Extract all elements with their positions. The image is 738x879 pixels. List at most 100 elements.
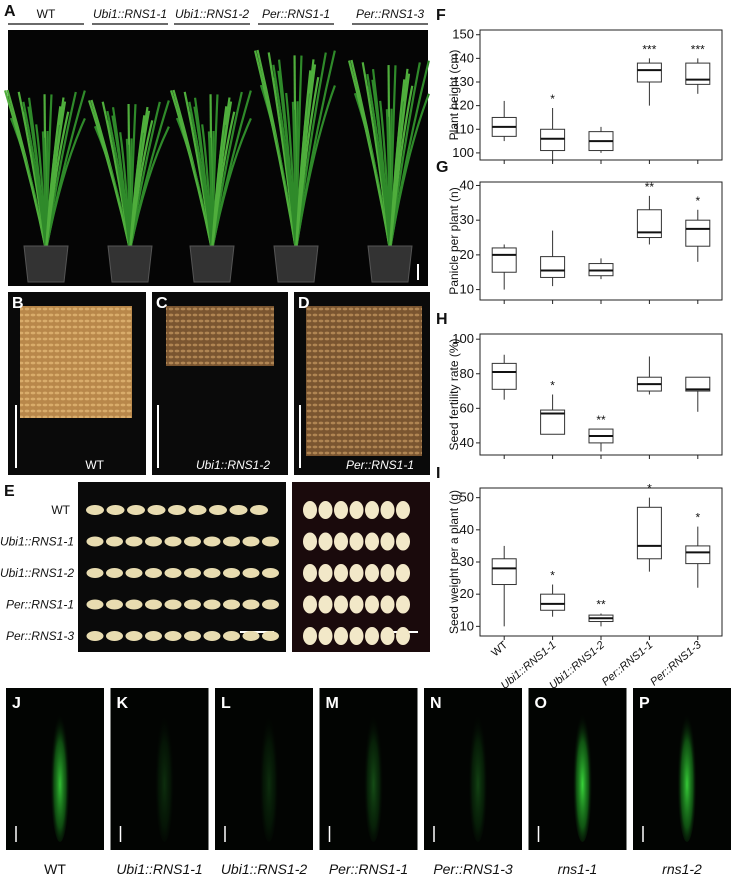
root-glow	[572, 698, 593, 842]
row-label: Per::RNS1-1	[6, 598, 74, 612]
leaf	[44, 117, 86, 251]
grain	[184, 599, 201, 610]
grain	[396, 532, 410, 551]
panel-label: B	[12, 295, 24, 312]
panel-label: I	[436, 465, 440, 482]
grain	[334, 501, 348, 519]
grain	[164, 631, 182, 641]
grain	[380, 532, 395, 551]
grain	[209, 505, 227, 515]
grain	[147, 505, 166, 515]
y-tick-label: 60	[460, 400, 474, 415]
grain	[106, 536, 123, 547]
root-glow	[259, 698, 279, 842]
grain	[106, 631, 123, 641]
grain	[380, 595, 395, 614]
panel-label: P	[639, 695, 650, 712]
grain	[318, 595, 333, 614]
x-tick-label: Per::RNS1-1	[600, 639, 655, 688]
grain	[365, 532, 379, 551]
pot	[273, 245, 319, 283]
grain	[262, 568, 279, 578]
leaf	[388, 93, 430, 251]
box	[685, 62, 711, 85]
grain	[106, 505, 125, 515]
row-label: Ubi1::RNS1-2	[0, 566, 74, 580]
grain	[145, 631, 162, 641]
genotype-label: Ubi1::RNS1-2	[221, 861, 308, 877]
significance: **	[596, 413, 606, 427]
photo-caption: WT	[85, 458, 104, 472]
leaf	[385, 109, 392, 251]
grain	[125, 568, 143, 578]
panel-label: O	[535, 695, 547, 712]
grain	[365, 564, 379, 582]
grain	[127, 505, 145, 515]
grain	[380, 564, 395, 582]
y-tick-label: 150	[452, 27, 474, 42]
genotype-label: Per::RNS1-3	[356, 7, 424, 21]
photo-caption: Per::RNS1-1	[346, 458, 414, 472]
panel-label: E	[4, 483, 15, 500]
leaf	[41, 131, 48, 251]
grain	[334, 627, 348, 645]
row-label: Ubi1::RNS1-1	[0, 535, 74, 549]
grain	[334, 564, 348, 582]
grain	[106, 599, 123, 610]
leaf	[44, 111, 70, 251]
grain	[318, 501, 333, 519]
y-axis-label: Plant height (cm)	[447, 50, 461, 141]
plant-photo	[8, 30, 428, 286]
grain	[86, 505, 104, 515]
x-tick-label: WT	[489, 639, 510, 659]
grain	[303, 595, 317, 614]
box	[491, 362, 517, 390]
grain	[188, 505, 207, 515]
y-tick-label: 10	[460, 282, 474, 297]
grain	[125, 536, 143, 547]
grain	[396, 595, 410, 614]
seed-pile	[166, 306, 274, 366]
leaf	[291, 101, 298, 251]
seed-pile	[306, 306, 422, 456]
grain	[229, 505, 248, 515]
grain	[223, 599, 240, 610]
leaf	[277, 59, 298, 251]
grain	[318, 627, 333, 645]
leaf	[371, 69, 392, 251]
grain	[365, 595, 379, 614]
grain	[86, 599, 104, 610]
significance: **	[596, 597, 606, 611]
grain	[125, 631, 143, 641]
genotype-label: Per::RNS1-3	[433, 861, 513, 877]
grain	[396, 564, 410, 582]
grain	[164, 568, 182, 578]
box	[636, 62, 662, 83]
genotype-label: WT	[37, 7, 56, 21]
leaf	[210, 117, 252, 251]
grain	[303, 564, 317, 582]
significance: ***	[691, 42, 705, 56]
y-tick-label: 10	[460, 618, 474, 633]
grain	[106, 568, 123, 578]
row-label: Per::RNS1-3	[6, 629, 74, 643]
grain	[262, 631, 279, 641]
grain	[365, 627, 379, 645]
grain	[349, 627, 364, 645]
x-tick-label: Per::RNS1-3	[648, 639, 704, 689]
root-glow	[677, 698, 697, 842]
leaf	[207, 131, 214, 251]
grain	[318, 564, 333, 582]
panel-label: M	[326, 695, 339, 712]
y-tick-label: 80	[460, 366, 474, 381]
photo-caption: Ubi1::RNS1-2	[196, 458, 270, 472]
panel-label: N	[430, 695, 442, 712]
genotype-label: Per::RNS1-1	[262, 7, 330, 21]
grain	[203, 599, 221, 610]
leaf	[128, 120, 154, 251]
grain	[242, 631, 260, 641]
y-tick-label: 50	[460, 490, 474, 505]
leaf	[169, 90, 214, 251]
y-axis-label: Panicle per plant (n)	[447, 187, 461, 294]
grain	[318, 532, 333, 551]
